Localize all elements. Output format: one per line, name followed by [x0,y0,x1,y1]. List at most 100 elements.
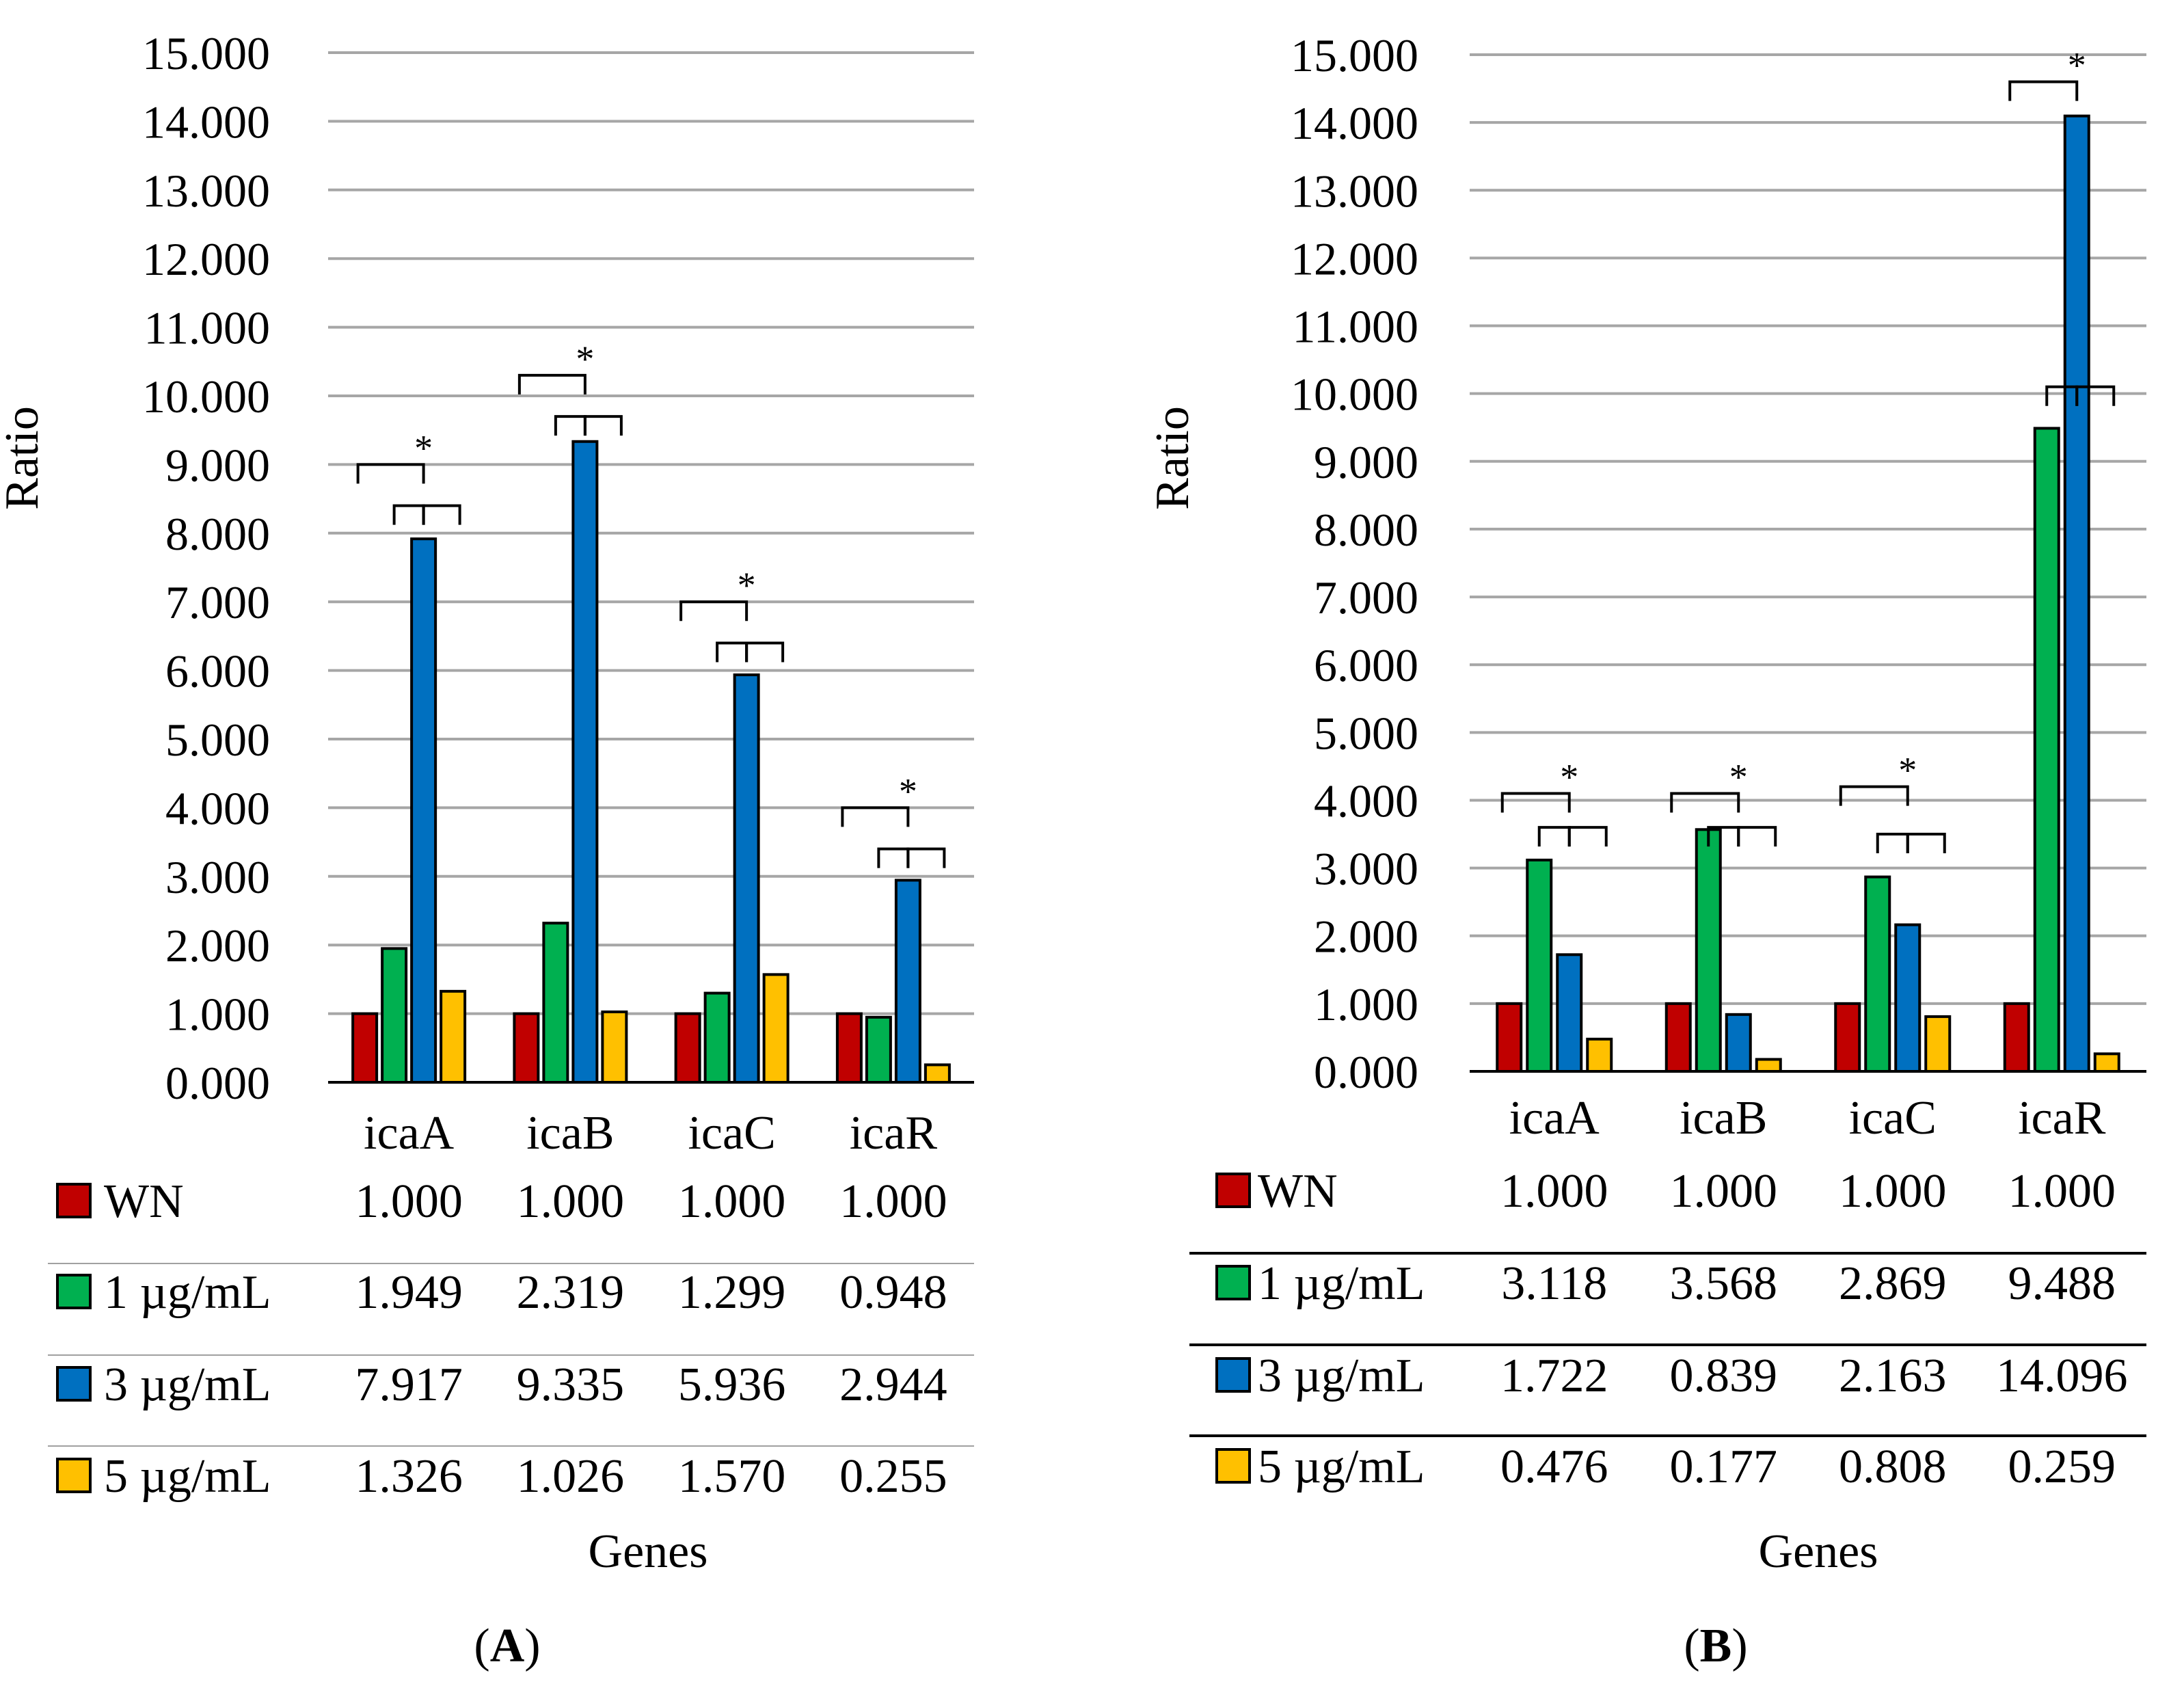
bar-b-icaA-3 [1586,1037,1613,1073]
significance-asterisk: * [2068,45,2086,86]
table-value: 1.000 [1839,1165,1947,1218]
y-tick-label: 13.000 [142,165,270,217]
x-axis-label: Genes [589,1525,708,1578]
panel-caption: (A) [474,1620,540,1672]
y-axis-label: Ratio [1146,406,1199,510]
legend-swatch [56,1366,92,1402]
table-value: 0.476 [1500,1441,1608,1493]
y-tick-label: 6.000 [165,645,270,697]
significance-bracket [841,806,910,827]
bar-a-icaA-0 [351,1012,379,1084]
y-tick-label: 5.000 [1314,707,1418,759]
table-value: 1.000 [678,1175,786,1228]
category-label: icaC [688,1107,775,1160]
legend-swatch [1215,1448,1251,1484]
legend-swatch [1215,1173,1251,1208]
bar-a-icaB-1 [542,922,569,1084]
y-tick-label: 4.000 [1314,775,1418,827]
y-tick-label: 0.000 [165,1057,270,1109]
category-label: icaA [364,1107,455,1160]
legend-label: 1 µg/mL [1258,1257,1425,1310]
bar-b-icaB-1 [1695,828,1722,1073]
bar-a-icaR-3 [924,1063,951,1084]
significance-bracket [554,415,587,436]
bar-a-icaA-3 [440,989,467,1084]
significance-bracket [745,641,785,663]
x-axis-label: Genes [1759,1525,1878,1578]
legend-swatch [56,1458,92,1493]
y-tick-label: 1.000 [165,989,270,1041]
significance-asterisk: * [1729,757,1748,798]
bar-b-icaR-0 [2003,1002,2030,1073]
legend-label: 5 µg/mL [104,1450,271,1503]
bar-b-icaB-2 [1725,1013,1752,1073]
y-tick-label: 15.000 [1291,29,1418,81]
significance-bracket [2008,80,2079,101]
bar-b-icaA-0 [1496,1002,1523,1073]
panel-caption: (B) [1684,1620,1747,1672]
significance-asterisk: * [576,338,594,379]
y-tick-label: 3.000 [165,851,270,903]
bar-a-icaR-1 [865,1015,892,1084]
legend-label: 3 µg/mL [104,1359,271,1411]
category-label: icaA [1509,1092,1600,1145]
table-value: 2.944 [839,1359,947,1411]
legend-label: WN [104,1175,184,1228]
table-value: 3.568 [1670,1257,1778,1310]
legend-label: 5 µg/mL [1258,1441,1425,1493]
significance-bracket [679,600,749,621]
significance-asterisk: * [738,565,756,606]
table-value: 7.917 [355,1359,463,1411]
table-value: 9.488 [2008,1257,2116,1310]
legend-swatch [56,1274,92,1309]
significance-bracket [1500,792,1571,813]
bar-a-icaC-3 [762,973,790,1084]
y-tick-label: 10.000 [142,371,270,423]
bar-a-icaC-2 [733,673,760,1084]
legend-swatch [56,1183,92,1218]
y-tick-label: 14.000 [142,96,270,148]
y-tick-label: 11.000 [144,302,270,354]
significance-bracket [1567,826,1608,847]
y-tick-label: 7.000 [165,576,270,628]
significance-bracket [1906,833,1946,854]
table-value: 0.259 [2008,1441,2116,1493]
y-axis-label: Ratio [0,406,49,510]
bar-b-icaR-1 [2033,427,2060,1073]
chart-panel-a: 0.000 1.000 2.000 3.000 4.000 5.000 6.000 7.000… [0,27,974,1672]
bar-b-icaB-0 [1664,1002,1692,1073]
y-tick-label: 8.000 [165,508,270,560]
table-value: 1.299 [678,1266,786,1319]
bar-a-icaA-1 [381,947,408,1084]
bar-a-icaB-2 [571,440,599,1084]
bar-b-icaC-1 [1864,875,1891,1073]
significance-bracket [1537,826,1571,847]
significance-asterisk: * [1898,750,1917,791]
bar-a-icaA-2 [410,537,437,1084]
category-label: icaR [2018,1092,2106,1145]
significance-bracket [1839,785,1909,806]
table-value: 0.255 [839,1450,947,1503]
panel-caption-letter: B [1700,1620,1732,1672]
y-tick-label: 2.000 [165,920,270,972]
table-value: 0.948 [839,1266,947,1319]
legend-swatch [1215,1265,1251,1300]
y-tick-label: 3.000 [1314,843,1418,895]
y-tick-label: 11.000 [1293,301,1418,353]
y-tick-label: 14.000 [1291,97,1418,149]
bar-b-icaR-2 [2063,114,2090,1073]
significance-bracket [877,847,910,868]
bar-b-icaB-3 [1755,1058,1782,1073]
table-value: 14.096 [1996,1350,2128,1402]
significance-bracket [392,504,425,525]
table-value: 1.000 [839,1175,947,1228]
table-value: 2.319 [517,1266,625,1319]
bar-b-icaA-2 [1556,953,1583,1073]
bar-a-icaB-0 [513,1012,540,1084]
category-label: icaB [1680,1092,1767,1145]
table-value: 5.936 [678,1359,786,1411]
bar-a-icaC-0 [674,1012,701,1084]
significance-asterisk: * [899,771,917,812]
table-value: 1.570 [678,1450,786,1503]
